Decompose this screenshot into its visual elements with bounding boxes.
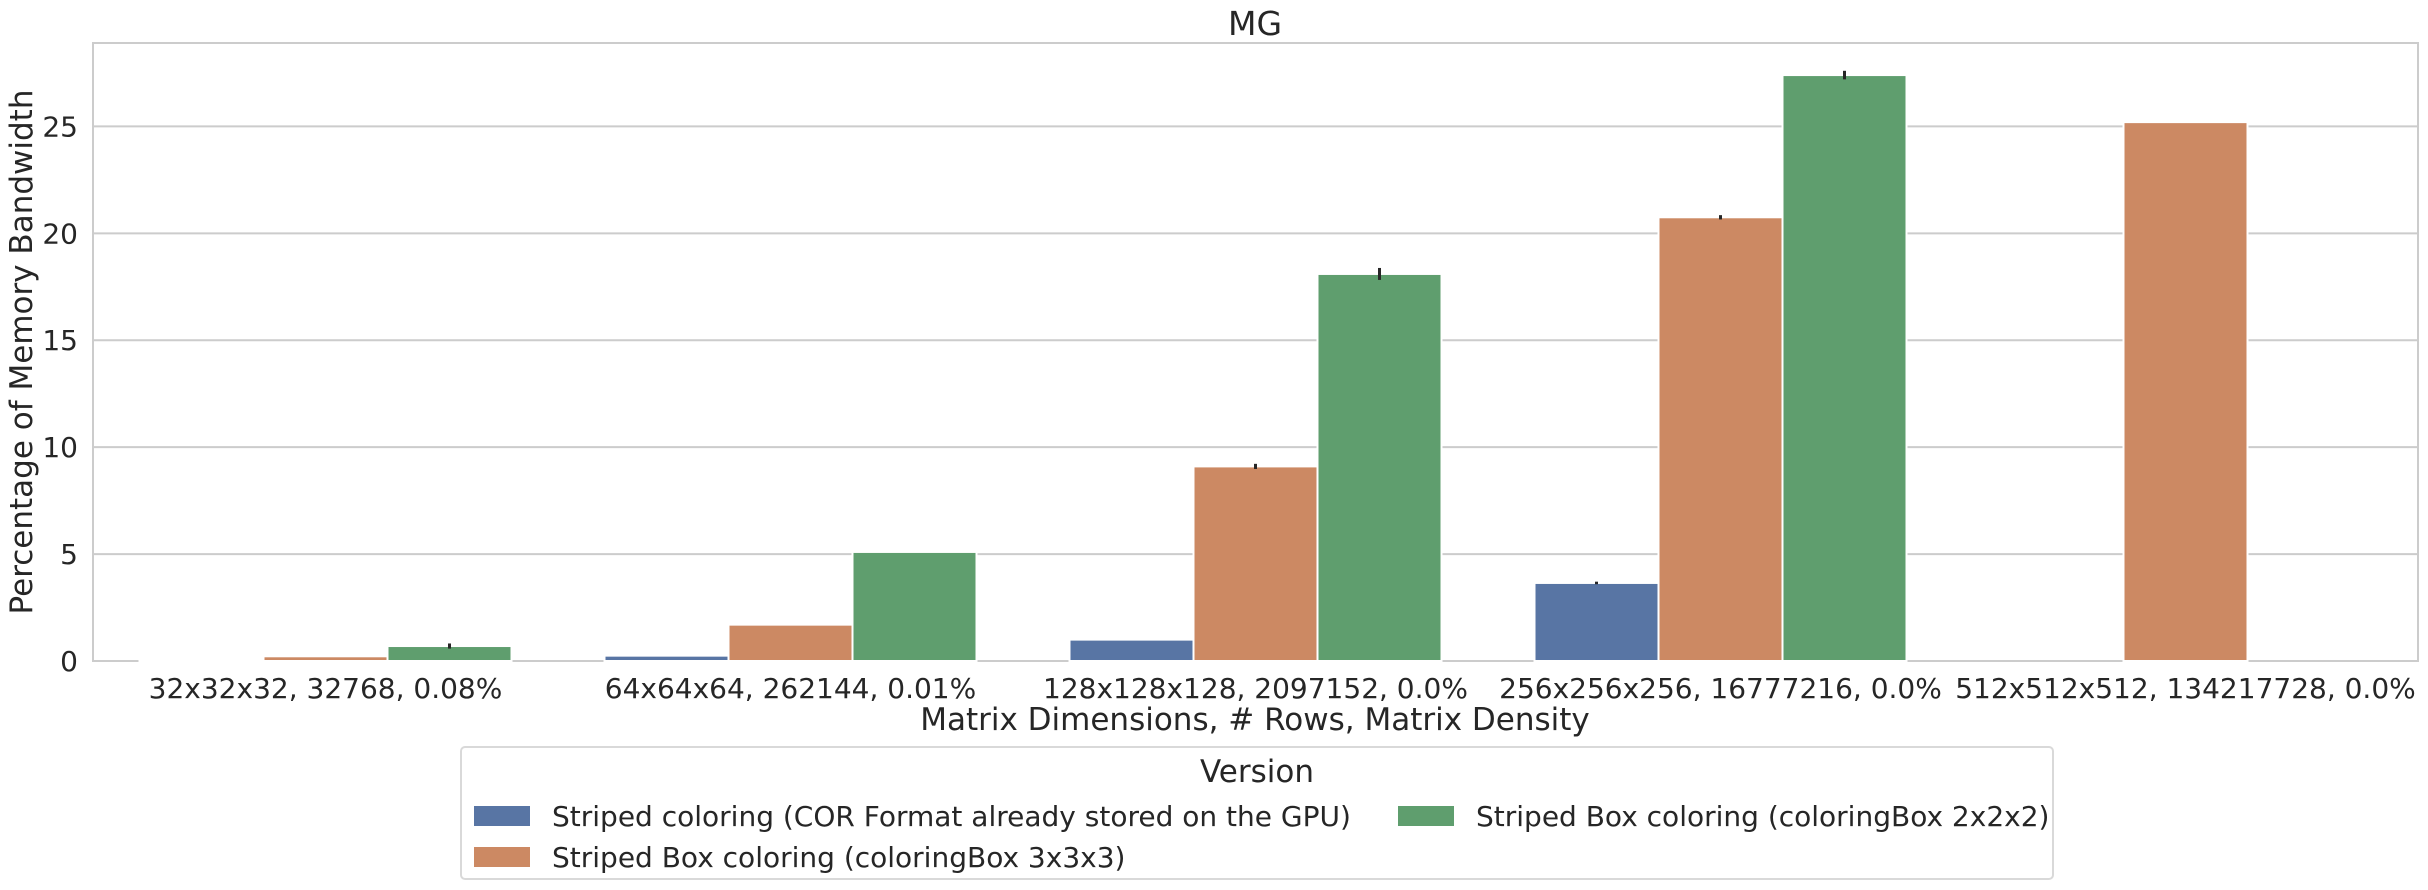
legend-label: Striped Box coloring (coloringBox 2x2x2)	[1476, 799, 2050, 833]
y-tick-label: 15	[42, 324, 78, 357]
bar	[1316, 272, 1443, 662]
y-tick-label: 10	[42, 431, 78, 464]
bar	[851, 550, 978, 662]
legend: Version Striped coloring (COR Format alr…	[460, 746, 2054, 880]
legend-swatch	[474, 806, 530, 826]
y-tick-label: 20	[42, 217, 78, 250]
legend-label: Striped coloring (COR Format already sto…	[552, 799, 1351, 833]
legend-item-box-3x3x3: Striped Box coloring (coloringBox 3x3x3)	[474, 839, 1125, 875]
x-tick-label: 128x128x128, 2097152, 0.0%	[1043, 672, 1468, 705]
legend-label: Striped Box coloring (coloringBox 3x3x3)	[552, 840, 1126, 874]
bar	[1192, 465, 1319, 662]
x-tick-label: 512x512x512, 134217728, 0.0%	[1955, 672, 2416, 705]
legend-swatch	[1398, 806, 1454, 826]
legend-swatch	[474, 847, 530, 867]
bar	[1781, 74, 1908, 663]
bars	[138, 74, 2249, 663]
x-tick-labels: 32x32x32, 32768, 0.08% 64x64x64, 262144, …	[149, 672, 2416, 705]
x-tick-label: 32x32x32, 32768, 0.08%	[149, 672, 503, 705]
bar	[727, 623, 854, 662]
y-axis-label: Percentage of Memory Bandwidth	[4, 90, 40, 615]
x-tick-label: 256x256x256, 16777216, 0.0%	[1499, 672, 1942, 705]
bar	[138, 659, 265, 663]
bar	[1533, 581, 1660, 663]
y-tick-label: 0	[60, 645, 78, 678]
bar	[2122, 121, 2249, 663]
legend-item-box-2x2x2: Striped Box coloring (coloringBox 2x2x2)	[1398, 798, 2049, 834]
bar	[603, 654, 730, 663]
x-tick-label: 64x64x64, 262144, 0.01%	[605, 672, 976, 705]
chart-title: MG	[1228, 4, 1282, 43]
y-tick-labels: 0 5 10 15 20 25	[42, 110, 78, 678]
bar	[262, 655, 389, 662]
y-tick-label: 5	[60, 538, 78, 571]
bar	[1657, 216, 1784, 662]
y-tick-label: 25	[42, 110, 78, 143]
x-axis-label: Matrix Dimensions, # Rows, Matrix Densit…	[920, 702, 1590, 738]
legend-item-striped-coloring: Striped coloring (COR Format already sto…	[474, 798, 1351, 834]
error-bars	[448, 70, 1846, 649]
gridlines	[93, 125, 2418, 556]
legend-title: Version	[1200, 754, 1314, 790]
bar	[1068, 638, 1195, 662]
